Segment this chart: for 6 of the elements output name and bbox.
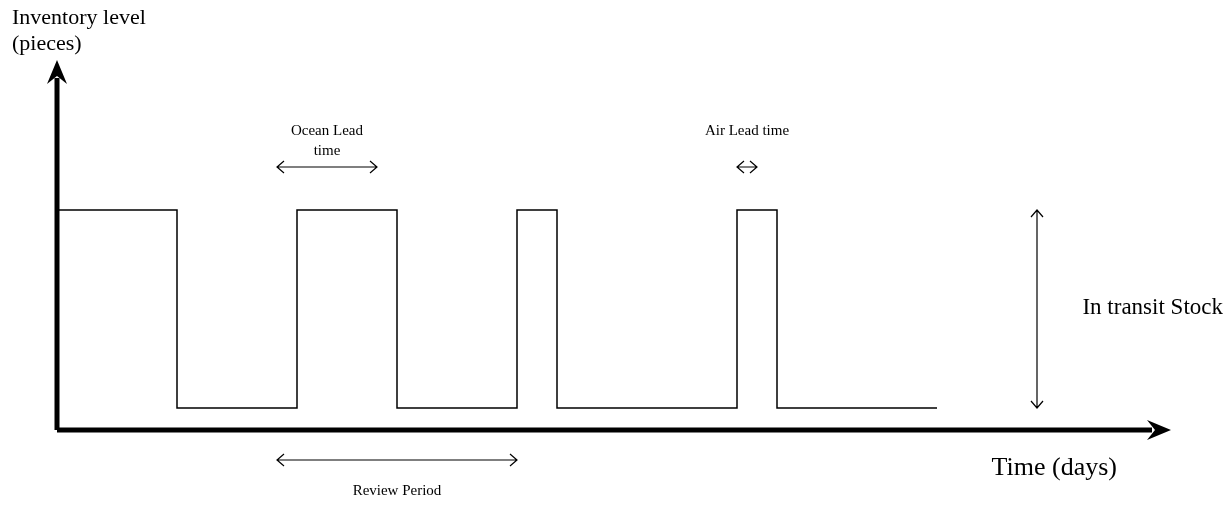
annotation: In transit Stock (1081, 294, 1223, 320)
text: Review Period (351, 482, 443, 499)
x-axis-title: Time (days) (990, 452, 1117, 482)
text: Inventory level (pieces) (12, 4, 147, 56)
text: Ocean Lead time (289, 121, 364, 160)
text: Air Lead time (703, 121, 791, 140)
